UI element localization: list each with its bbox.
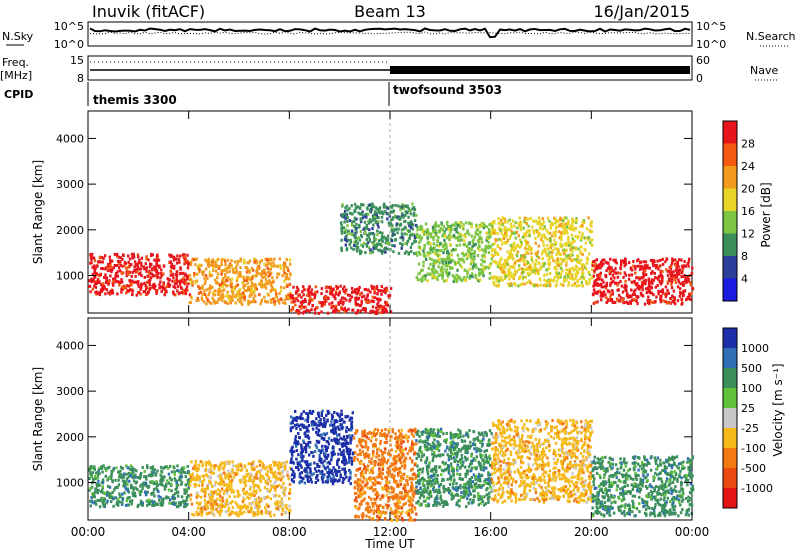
time-axis: 00:00 04:00 08:00 12:00 16:00 20:00 00:00	[71, 111, 710, 539]
velocity-y-tick-label: 2000	[56, 431, 84, 444]
velocity-echo-region	[490, 418, 594, 504]
date-title: 16/Jan/2015	[593, 2, 690, 21]
power-echo-region	[490, 216, 594, 288]
velocity-echo-region	[289, 409, 355, 486]
power-echo-region	[88, 252, 192, 297]
power-echo-region	[339, 202, 418, 256]
velocity-y-tick-label: 1000	[56, 477, 84, 490]
freq-left-tick-top: 15	[70, 54, 84, 67]
power-colorbar-tick: 24	[741, 160, 755, 173]
power-colorbar-tick: 16	[741, 205, 755, 218]
power-colorbar-tick: 4	[741, 273, 748, 286]
velocity-colorbar-tick: -1000	[741, 482, 773, 495]
cpid-mode-1: themis 3300	[93, 93, 177, 107]
noise-left-tick-top: 10^5	[54, 20, 84, 33]
power-colorbar-swatch	[723, 233, 737, 257]
time-tick-label: 12:00	[373, 525, 408, 539]
velocity-panel: 1000 2000 3000 4000 Slant Range [km] 1000 50…	[31, 317, 785, 523]
power-y-tick-label: 3000	[56, 178, 84, 191]
velocity-colorbar-swatch	[723, 488, 737, 509]
velocity-y-axis-label: Slant Range [km]	[31, 367, 45, 471]
power-colorbar-swatch	[723, 121, 737, 144]
freq-right-tick-bottom: 0	[696, 72, 703, 85]
freq-label: Freq.	[2, 56, 29, 69]
velocity-colorbar-tick: -100	[741, 442, 766, 455]
time-axis-label: Time UT	[364, 537, 415, 551]
power-y-tick-label: 2000	[56, 224, 84, 237]
power-colorbar-swatch	[723, 278, 737, 302]
noise-left-tick-bottom: 10^0	[54, 38, 84, 51]
nave-trace-block	[390, 66, 690, 74]
noise-right-tick-bottom: 10^0	[696, 38, 726, 51]
time-tick-label: 04:00	[171, 525, 206, 539]
velocity-colorbar-swatch	[723, 348, 737, 369]
velocity-colorbar-tick: -500	[741, 462, 766, 475]
velocity-y-tick-label: 3000	[56, 385, 84, 398]
velocity-y-tick-label: 4000	[56, 339, 84, 352]
velocity-colorbar-swatch	[723, 368, 737, 389]
power-echo-region	[188, 257, 292, 306]
velocity-colorbar-tick: 100	[741, 382, 762, 395]
time-tick-label: 16:00	[473, 525, 508, 539]
power-colorbar-tick: 8	[741, 250, 748, 263]
noise-panel: N.Sky 10^5 10^0 10^5 10^0 N.Search	[2, 20, 796, 51]
power-panel: 1000 2000 3000 4000 Slant Range [km] 28 24 20…	[31, 110, 773, 316]
velocity-colorbar-swatch	[723, 428, 737, 449]
freq-left-tick-bottom: 8	[77, 72, 84, 85]
noise-right-tick-top: 10^5	[696, 20, 726, 33]
beam-title: Beam 13	[354, 2, 426, 21]
power-y-tick-label: 4000	[56, 132, 84, 145]
velocity-colorbar-tick: -25	[741, 422, 759, 435]
velocity-colorbar-swatch	[723, 388, 737, 409]
power-colorbar-swatch	[723, 166, 737, 189]
velocity-colorbar-tick: 500	[741, 362, 762, 375]
velocity-echo-region	[352, 427, 418, 523]
velocity-echo-region	[591, 455, 695, 518]
velocity-echo-region	[415, 427, 494, 509]
power-colorbar-swatch	[723, 211, 737, 234]
station-title: Inuvik (fitACF)	[92, 2, 205, 21]
power-echo-region	[591, 257, 695, 306]
power-colorbar-label: Power [dB]	[759, 182, 773, 247]
freq-unit-label: [MHz]	[0, 69, 32, 82]
power-echo-region	[289, 284, 393, 316]
velocity-colorbar-tick: 1000	[741, 342, 769, 355]
time-tick-label: 08:00	[272, 525, 307, 539]
cpid-mode-2: twofsound 3503	[393, 83, 502, 97]
cpid-row: CPID themis 3300 twofsound 3503	[4, 82, 502, 107]
power-colorbar-tick: 28	[741, 138, 755, 151]
power-colorbar-swatch	[723, 143, 737, 167]
power-echo-region	[415, 220, 493, 283]
power-colorbar-swatch	[723, 188, 737, 212]
cpid-label: CPID	[4, 88, 33, 101]
velocity-echo-region	[188, 459, 292, 518]
velocity-echo-region	[88, 464, 191, 509]
power-y-tick-label: 1000	[56, 270, 84, 283]
velocity-colorbar-swatch	[723, 328, 737, 349]
noise-left-label: N.Sky	[2, 30, 34, 43]
velocity-colorbar-swatch	[723, 408, 737, 429]
frequency-panel: Freq. [MHz] 15 8 60 0 Nave	[0, 54, 778, 85]
freq-right-tick-top: 60	[696, 54, 710, 67]
power-colorbar-tick: 20	[741, 183, 755, 196]
velocity-colorbar-label: Velocity [m s⁻¹]	[771, 363, 785, 456]
velocity-colorbar-swatch	[723, 468, 737, 489]
power-y-axis-label: Slant Range [km]	[31, 160, 45, 264]
time-tick-label: 20:00	[574, 525, 609, 539]
noise-search-trace	[89, 31, 690, 35]
nave-label: Nave	[750, 64, 778, 77]
power-colorbar-swatch	[723, 256, 737, 279]
time-tick-label: 00:00	[675, 525, 710, 539]
power-colorbar-tick: 12	[741, 228, 755, 241]
noise-right-label: N.Search	[746, 30, 796, 43]
velocity-colorbar-tick: 25	[741, 402, 755, 415]
time-tick-label: 00:00	[71, 525, 106, 539]
velocity-colorbar-swatch	[723, 448, 737, 469]
noise-sky-trace	[89, 27, 691, 39]
